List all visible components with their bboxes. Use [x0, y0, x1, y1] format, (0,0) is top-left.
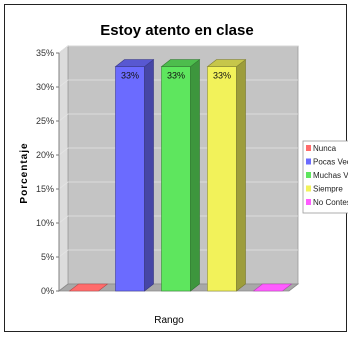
bar-pocas-veces: [114, 58, 155, 292]
legend-label: Siempre: [313, 185, 343, 194]
legend-swatch: [306, 199, 311, 205]
bar-siempre: [206, 58, 247, 292]
chart-frame: Estoy atento en clase Rango Porcentaje 0…: [4, 4, 348, 332]
x-axis-title: Rango: [154, 315, 184, 326]
legend-label: Muchas Veces: [313, 171, 348, 180]
y-tick-label: 25%: [36, 116, 54, 126]
data-label: 33%: [121, 71, 139, 81]
y-tick-label: 30%: [36, 82, 54, 92]
legend-item: Pocas Veces: [306, 158, 348, 167]
legend-label: Nunca: [313, 144, 337, 153]
y-axis-title: Porcentaje: [19, 142, 30, 203]
legend-item: Muchas Veces: [306, 171, 348, 180]
gridline: [58, 45, 298, 54]
legend-item: No Contestó: [306, 198, 348, 207]
legend-swatch: [306, 172, 311, 178]
legend-swatch: [306, 158, 311, 165]
bar-no-contest-: [252, 283, 293, 292]
y-tick-label: 35%: [36, 48, 54, 58]
y-tick-label: 5%: [41, 252, 54, 262]
y-tick-label: 20%: [36, 150, 54, 160]
bar-muchas-veces: [160, 58, 201, 292]
legend-label: No Contestó: [313, 198, 348, 207]
legend-item: Siempre: [306, 185, 343, 194]
data-label: 33%: [213, 71, 231, 81]
chart-title: Estoy atento en clase: [100, 22, 253, 39]
y-tick-label: 0%: [41, 286, 54, 296]
y-tick-label: 10%: [36, 218, 54, 228]
legend-swatch: [306, 185, 311, 192]
bar-nunca: [68, 283, 109, 292]
chart-canvas: Estoy atento en clase Rango Porcentaje 0…: [19, 22, 348, 326]
plot-side-wall: [58, 45, 69, 292]
data-label: 33%: [167, 71, 185, 81]
legend-label: Pocas Veces: [313, 158, 348, 167]
y-tick-label: 15%: [36, 184, 54, 194]
legend-item: Nunca: [306, 144, 337, 153]
legend-swatch: [306, 145, 311, 151]
